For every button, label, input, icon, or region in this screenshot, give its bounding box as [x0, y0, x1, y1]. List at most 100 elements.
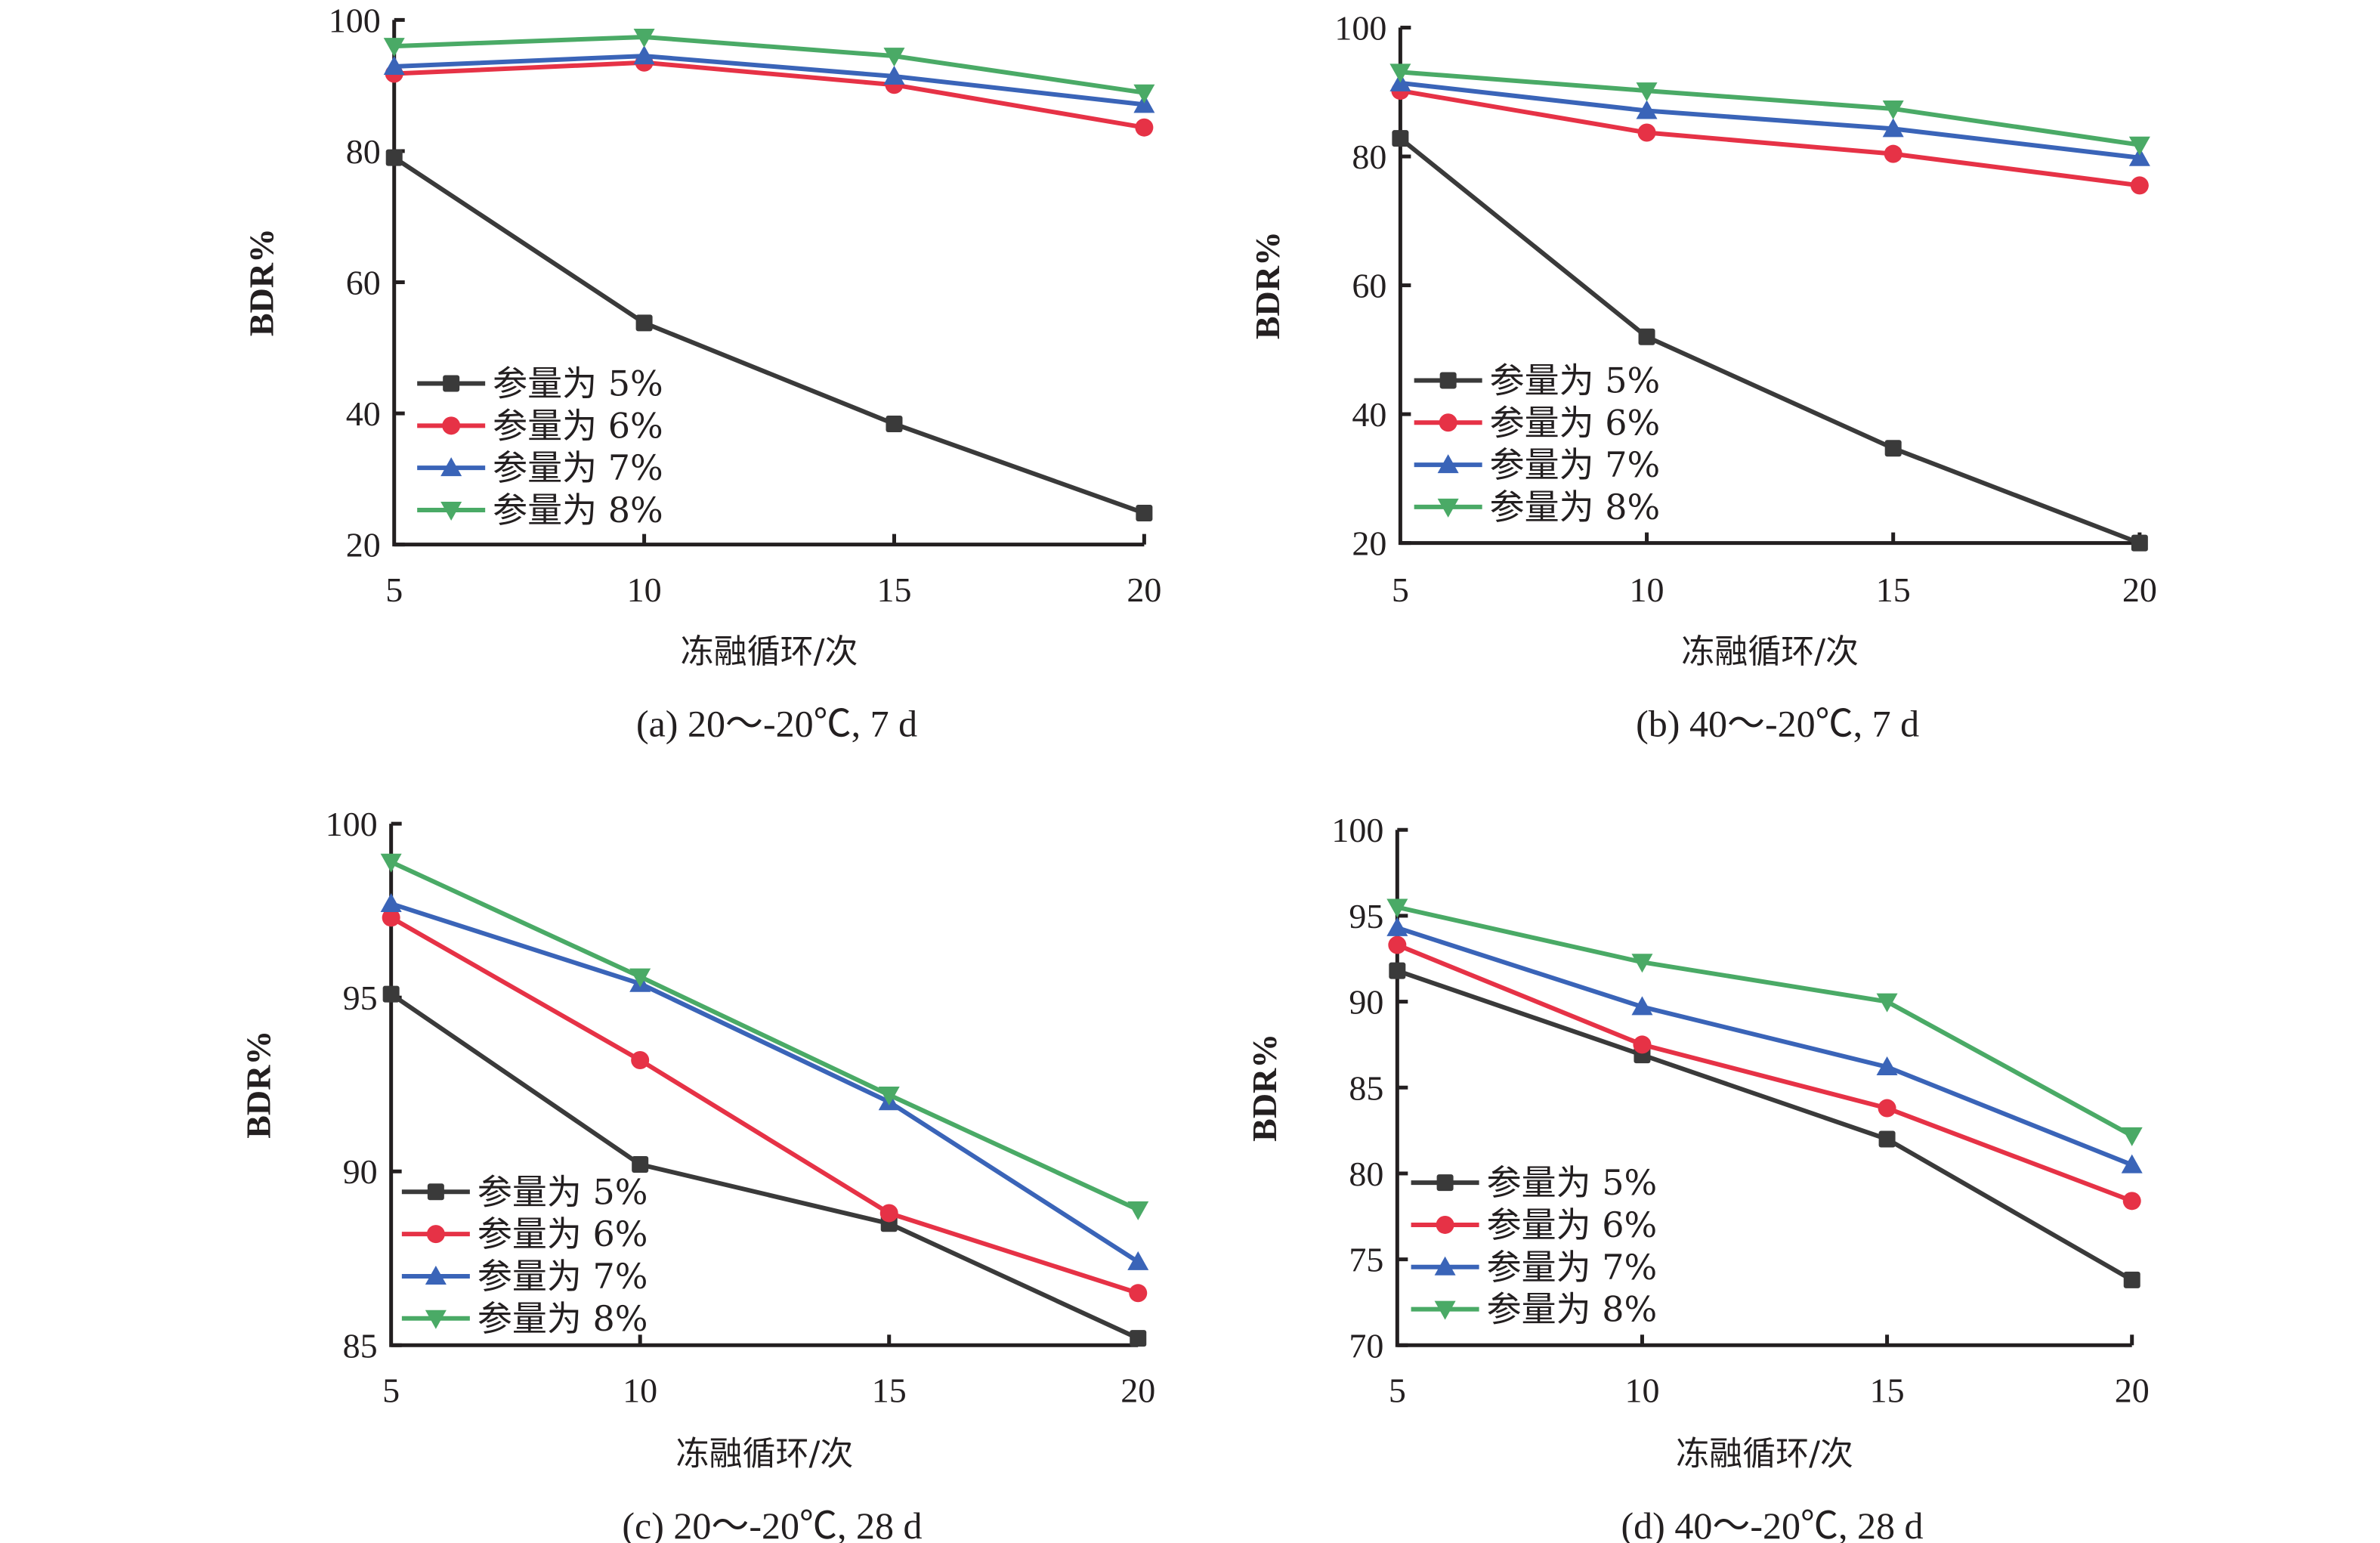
y-axis-title: BDR%: [1245, 1034, 1284, 1142]
x-axis-title: 冻融循环/次: [676, 1435, 854, 1473]
y-tick-label: 95: [1349, 897, 1383, 935]
x-axis-title: 冻融循环/次: [1676, 1435, 1853, 1473]
data-point: [385, 149, 403, 166]
series-line: [1400, 70, 2140, 147]
x-tick-label: 5: [385, 571, 403, 609]
panel-caption: (b) 40～-20℃, 7 d: [1636, 702, 1919, 744]
legend-label: 参量为 5%: [478, 1171, 648, 1212]
data-point: [1884, 440, 1902, 457]
y-tick-label: 100: [329, 1, 381, 39]
series-8pct: [1389, 63, 2150, 156]
data-point: [1636, 82, 1658, 102]
data-point: [883, 66, 905, 85]
data-point: [878, 1087, 900, 1106]
data-point: [1386, 917, 1408, 936]
legend-label: 参量为 6%: [493, 405, 663, 446]
data-point: [1878, 1099, 1896, 1118]
legend-marker: [425, 1265, 447, 1285]
y-tick-label: 85: [1349, 1068, 1383, 1107]
legend-label: 参量为 6%: [478, 1214, 648, 1254]
legend-label: 参量为 7%: [478, 1256, 648, 1297]
data-point: [383, 38, 405, 57]
data-point: [1631, 954, 1653, 973]
data-point: [1389, 962, 1406, 979]
legend-item: 参量为 5%: [1414, 360, 1661, 400]
data-point: [633, 45, 655, 65]
y-axis-title: BDR%: [242, 228, 280, 336]
panel-c: 85 90 95 100 5 10 15 20 冻融循环/次 BDR% (c) 20～-20℃, 2…: [239, 805, 1155, 1543]
legend-label: 参量为 5%: [1490, 360, 1661, 400]
data-point: [633, 28, 655, 48]
legend-marker: [440, 501, 462, 521]
data-point: [1636, 100, 1658, 119]
series-line: [1400, 80, 2140, 160]
legend-label: 参量为 8%: [493, 490, 663, 530]
data-point: [2122, 1192, 2141, 1211]
legend-marker: [1439, 372, 1457, 389]
series-6pct: [382, 908, 1148, 1303]
data-point: [2131, 534, 2148, 552]
data-point: [380, 892, 402, 912]
legend: 参量为 5%参量为 6%参量为 7%参量为 8%: [417, 363, 663, 530]
series-line: [1396, 968, 2134, 1282]
panel-b: 20 40 60 80 100 5 10 15 20 冻融循环/次 BDR% (b) 40～-20℃,…: [1248, 9, 2157, 745]
y-tick-label: 90: [1349, 983, 1383, 1022]
series-7pct: [1386, 917, 2143, 1173]
y-tick-label: 90: [343, 1152, 378, 1191]
y-tick-label: 80: [1349, 1155, 1383, 1193]
series-7pct: [1389, 72, 2150, 166]
data-point: [383, 56, 405, 76]
x-tick-label: 20: [2122, 571, 2157, 609]
x-tick-label: 5: [382, 1371, 400, 1409]
panel-a: 20 40 60 80 100 5 10 15 20 冻融循环/次 BDR% (a) 20～-20℃,…: [242, 1, 1161, 744]
x-tick-label: 15: [1876, 571, 1911, 609]
panel-caption: (c) 20～-20℃, 28 d: [622, 1504, 922, 1543]
data-point: [883, 48, 905, 67]
series-line: [1399, 88, 2140, 188]
x-tick-label: 20: [1127, 571, 1161, 609]
data-point: [1133, 94, 1155, 113]
legend-item: 参量为 7%: [401, 1256, 648, 1297]
data-point: [1878, 1130, 1896, 1148]
legend-label: 参量为 8%: [1487, 1289, 1658, 1330]
legend-item: 参量为 8%: [401, 1298, 648, 1339]
x-tick-label: 10: [1624, 1371, 1659, 1409]
data-point: [2130, 176, 2149, 195]
y-tick-label: 70: [1349, 1326, 1383, 1365]
legend-label: 参量为 7%: [493, 447, 663, 488]
series-line: [390, 859, 1139, 1212]
panel-d: 70 75 80 85 90 95 100 5 10 15 20 冻融循环/次 BDR% (d) 40～-…: [1245, 811, 2150, 1543]
data-point: [1136, 504, 1153, 521]
series-line: [393, 156, 1145, 515]
legend-label: 参量为 5%: [493, 363, 663, 404]
series-line: [394, 60, 1145, 130]
series-7pct: [383, 45, 1155, 113]
y-tick-label: 60: [1352, 267, 1386, 305]
series-line: [390, 901, 1139, 1264]
data-point: [886, 415, 903, 432]
data-point: [1129, 1284, 1148, 1303]
y-axis-title: BDR%: [1248, 231, 1287, 339]
legend-label: 参量为 8%: [1490, 487, 1661, 527]
x-tick-label: 5: [1392, 571, 1409, 609]
legend-marker: [425, 1310, 447, 1329]
data-point: [1130, 1330, 1147, 1347]
data-point: [1127, 1201, 1149, 1220]
series-line: [1396, 925, 2133, 1167]
legend-item: 参量为 7%: [417, 447, 663, 488]
x-axis-title: 冻融循环/次: [1681, 632, 1859, 671]
data-point: [631, 1051, 650, 1070]
y-tick-label: 60: [346, 264, 381, 302]
x-tick-label: 20: [2115, 1371, 2150, 1409]
legend-label: 参量为 6%: [1487, 1204, 1658, 1245]
legend-marker: [1437, 454, 1459, 474]
data-point: [635, 314, 653, 332]
series-8pct: [1386, 898, 2143, 1146]
legend-item: 参量为 8%: [1411, 1289, 1658, 1330]
legend-marker: [1439, 413, 1457, 432]
legend: 参量为 5%参量为 6%参量为 7%参量为 8%: [1411, 1162, 1658, 1330]
x-tick-label: 5: [1389, 1371, 1406, 1409]
data-point: [1133, 84, 1155, 104]
y-axis-title: BDR%: [239, 1031, 277, 1139]
